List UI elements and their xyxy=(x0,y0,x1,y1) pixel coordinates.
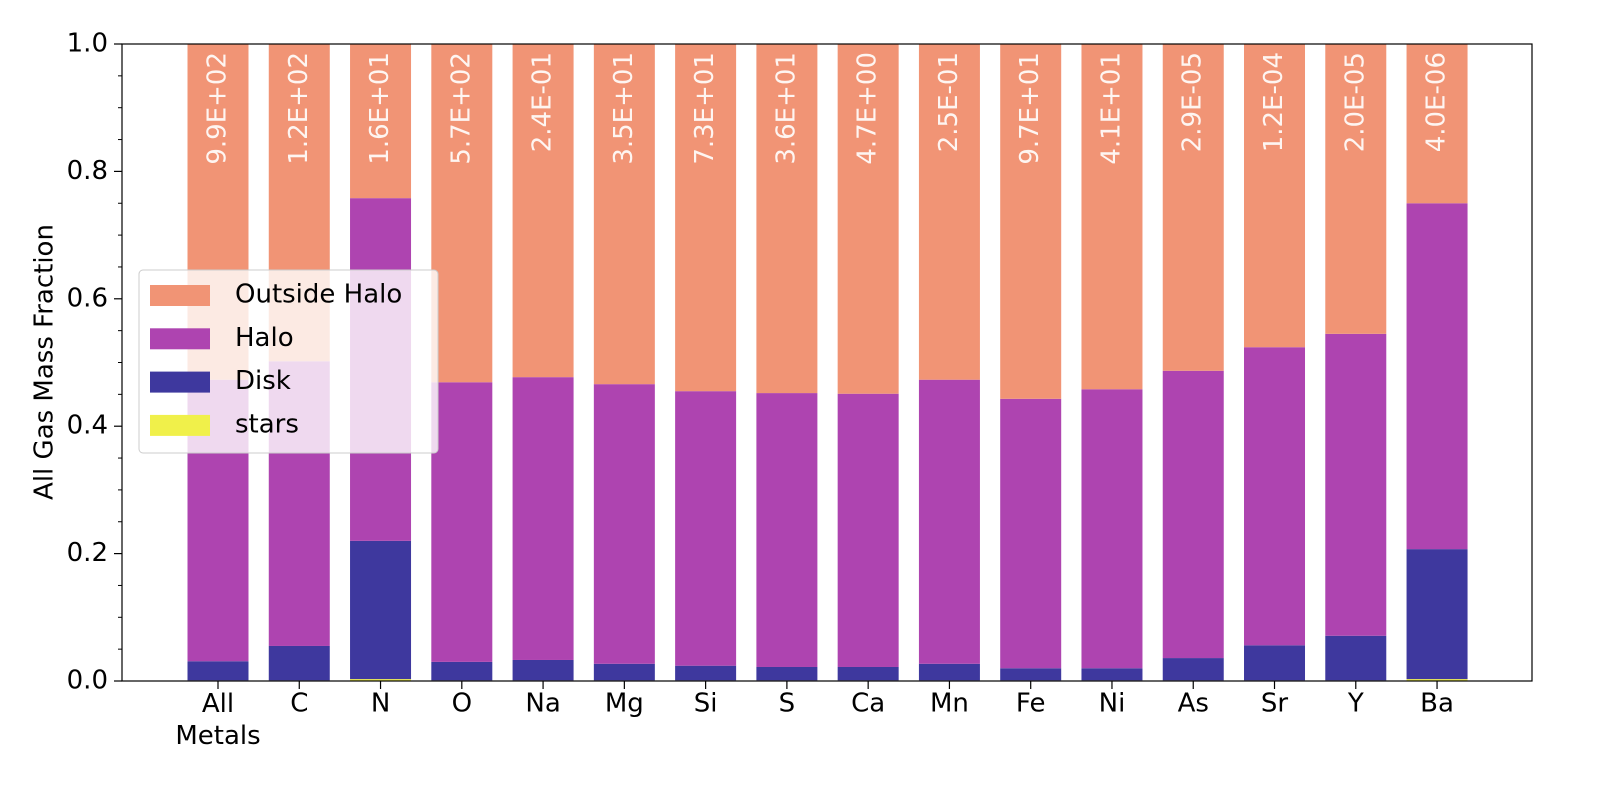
bar-label: 2.5E-01 xyxy=(934,52,964,152)
y-tick-label: 0.2 xyxy=(67,538,108,568)
x-tick-label: Ba xyxy=(1420,689,1454,719)
y-tick-label: 0.0 xyxy=(67,666,108,696)
bar-segment xyxy=(1081,668,1143,681)
bar-segment xyxy=(1406,44,1468,204)
bar-label: 9.9E+02 xyxy=(203,52,233,165)
bar-segment xyxy=(350,679,412,681)
bar-segment xyxy=(1000,668,1062,681)
x-tick-label: N xyxy=(371,689,390,719)
bar-segment xyxy=(350,540,412,680)
bar-label: 1.2E+02 xyxy=(284,52,314,165)
bar-label: 2.0E-05 xyxy=(1340,52,1370,152)
bar-label: 9.7E+01 xyxy=(1015,52,1045,165)
bar-segment xyxy=(1162,658,1224,681)
legend: Outside Halo Halo Disk stars xyxy=(138,269,439,454)
legend-swatch xyxy=(150,328,210,350)
bar-segment xyxy=(1244,44,1306,348)
bar-segment xyxy=(1162,370,1224,659)
bar-label: 3.5E+01 xyxy=(609,52,639,165)
bar-segment xyxy=(1081,389,1143,669)
bar-segment xyxy=(1325,44,1387,334)
legend-label: Disk xyxy=(235,366,291,396)
x-tick-label: As xyxy=(1178,689,1209,719)
bar-segment xyxy=(756,393,818,667)
legend-swatch xyxy=(150,414,210,436)
bar-segment xyxy=(512,659,574,681)
bar-segment xyxy=(593,663,655,681)
bar-segment xyxy=(512,44,574,378)
bar-label: 4.7E+00 xyxy=(853,52,883,165)
bar-segment xyxy=(1406,679,1468,681)
legend-swatch xyxy=(150,371,210,393)
bar-segment xyxy=(1081,44,1143,390)
bar-segment xyxy=(268,645,330,681)
x-tick-label: Ca xyxy=(851,689,885,719)
bar-segment xyxy=(1244,347,1306,646)
bar-segment xyxy=(431,661,493,681)
x-tick-label: S xyxy=(779,689,796,719)
bar-label: 1.2E-04 xyxy=(1259,52,1289,152)
bar-segment xyxy=(675,44,737,392)
bar-label: 1.6E+01 xyxy=(365,52,395,165)
x-tick-label: Sr xyxy=(1261,689,1289,719)
legend-label: Outside Halo xyxy=(235,280,402,310)
y-tick-label: 1.0 xyxy=(67,29,108,59)
bar-segment xyxy=(918,44,980,380)
bar-segment xyxy=(1244,645,1306,681)
bar-segment xyxy=(1406,203,1468,550)
bar-segment xyxy=(350,44,412,199)
x-tick-label: Mn xyxy=(930,689,969,719)
legend-box xyxy=(138,269,439,454)
bar-segment xyxy=(1325,333,1387,636)
bar-segment xyxy=(837,666,899,681)
x-tick-label: Mg xyxy=(605,689,644,719)
bar-segment xyxy=(431,382,493,662)
x-tick-label: Ni xyxy=(1099,689,1126,719)
y-tick-label: 0.8 xyxy=(67,156,108,186)
bar-segment xyxy=(187,661,249,681)
bar-segment xyxy=(1162,44,1224,371)
x-tick-label: O xyxy=(452,689,472,719)
x-tick-label: C xyxy=(290,689,308,719)
y-tick-label: 0.4 xyxy=(67,411,108,441)
bar-segment xyxy=(512,377,574,660)
y-tick-label: 0.6 xyxy=(67,283,108,313)
bar-segment xyxy=(918,379,980,664)
bar-label: 7.3E+01 xyxy=(690,52,720,165)
bar-segment xyxy=(756,666,818,681)
bar-label: 4.0E-06 xyxy=(1422,52,1452,152)
bar-segment xyxy=(675,665,737,681)
bar-segment xyxy=(837,393,899,667)
bar-segment xyxy=(675,391,737,666)
bar-label: 5.7E+02 xyxy=(446,52,476,165)
bar-segment xyxy=(1406,549,1468,680)
x-tick-label: Na xyxy=(525,689,560,719)
bar-segment xyxy=(1000,44,1062,399)
legend-label: Halo xyxy=(235,323,294,353)
bar-segment xyxy=(918,663,980,681)
bar-segment xyxy=(593,44,655,385)
x-tick-label: Si xyxy=(694,689,718,719)
bar-segment xyxy=(1000,398,1062,669)
bar-label: 2.9E-05 xyxy=(1178,52,1208,152)
x-tick-label: All Metals xyxy=(175,689,260,751)
bar-label: 4.1E+01 xyxy=(1096,52,1126,165)
bar-label: 2.4E-01 xyxy=(528,52,558,152)
legend-swatch xyxy=(150,285,210,306)
bar-segment xyxy=(837,44,899,394)
bar-segment xyxy=(431,44,493,383)
x-tick-label: Y xyxy=(1347,689,1364,719)
y-axis-label: All Gas Mass Fraction xyxy=(30,224,60,500)
bar-label: 3.6E+01 xyxy=(771,52,801,165)
bar-segment xyxy=(756,44,818,394)
legend-label: stars xyxy=(235,409,299,439)
x-tick-label: Fe xyxy=(1016,689,1046,719)
bar-segment xyxy=(593,384,655,664)
bar-segment xyxy=(1325,635,1387,681)
